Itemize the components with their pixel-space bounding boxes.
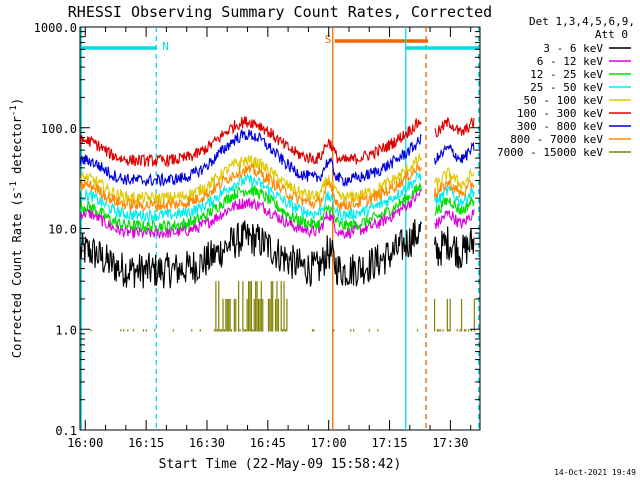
series-100-300keV	[79, 116, 475, 168]
x-tick-label: 16:30	[189, 436, 225, 450]
chart-title: RHESSI Observing Summary Count Rates, Co…	[68, 3, 492, 21]
series-line	[79, 128, 475, 188]
legend-label: 800 - 7000 keV	[510, 133, 603, 146]
legend-label: 3 - 6 keV	[543, 42, 603, 55]
timestamp: 14-Oct-2021 19:49	[554, 468, 636, 477]
y-axis-label-sup1: -1	[9, 181, 19, 192]
marker-label: N	[162, 40, 169, 53]
x-tick-label: 16:15	[128, 436, 164, 450]
legend-header-detectors: Det 1,3,4,5,6,9,	[529, 15, 635, 28]
marker-label: S	[325, 33, 332, 46]
observing-markers: NS	[80, 27, 480, 430]
series-800-7000keV	[79, 162, 475, 212]
legend-label: 12 - 25 keV	[530, 68, 603, 81]
y-axis-label-mid: detector	[10, 116, 24, 181]
y-tick-label: 100.0	[41, 122, 77, 136]
x-tick-label: 17:00	[311, 436, 347, 450]
y-axis-label-sup2: -1	[9, 105, 19, 116]
series-line	[79, 182, 475, 234]
series-25-50keV	[79, 171, 475, 224]
legend-label: 300 - 800 keV	[517, 120, 603, 133]
y-tick-label: 1.0	[55, 323, 77, 337]
series-300-800keV	[79, 128, 475, 188]
series-12-25keV	[79, 182, 475, 234]
marker-S-1: S	[325, 27, 429, 430]
series-line	[79, 116, 475, 168]
series-layer	[79, 116, 475, 332]
legend-label: 100 - 300 keV	[517, 107, 603, 120]
series-line	[79, 153, 475, 206]
series-3-6keV	[79, 219, 475, 289]
x-tick-label: 17:30	[432, 436, 468, 450]
y-axis-label-prefix: Corrected Count Rate (s	[10, 192, 24, 358]
series-50-100keV	[79, 153, 475, 206]
x-tick-label: 16:00	[67, 436, 103, 450]
legend-label: 50 - 100 keV	[524, 94, 604, 107]
series-line	[79, 162, 475, 212]
legend-label: 25 - 50 keV	[530, 81, 603, 94]
axes-layer: 0.1 1.0 10.0 100.0 1000.0 16:00 16:15 16:30 16:4…	[34, 21, 480, 450]
y-tick-label: 1000.0	[34, 21, 77, 35]
x-tick-label: 16:45	[250, 436, 286, 450]
legend-label: 7000 - 15000 keV	[497, 146, 603, 159]
series-line	[79, 188, 475, 240]
y-axis-label: Corrected Count Rate (s-1 detector-1)	[9, 98, 24, 358]
y-axis-label-suffix: )	[10, 98, 24, 105]
x-tick-label: 17:15	[371, 436, 407, 450]
y-tick-label: 0.1	[55, 424, 77, 438]
marker-flag-2	[405, 27, 480, 430]
series-line	[79, 171, 475, 224]
y-tick-label: 10.0	[48, 223, 77, 237]
legend-header-attenuator: Att 0	[595, 28, 628, 41]
x-axis-label: Start Time (22-May-09 15:58:42)	[159, 457, 402, 472]
series-6-12keV	[79, 188, 475, 240]
series-7000-15000keV	[90, 281, 475, 332]
series-line	[79, 219, 475, 289]
legend-label: 6 - 12 keV	[537, 55, 604, 68]
